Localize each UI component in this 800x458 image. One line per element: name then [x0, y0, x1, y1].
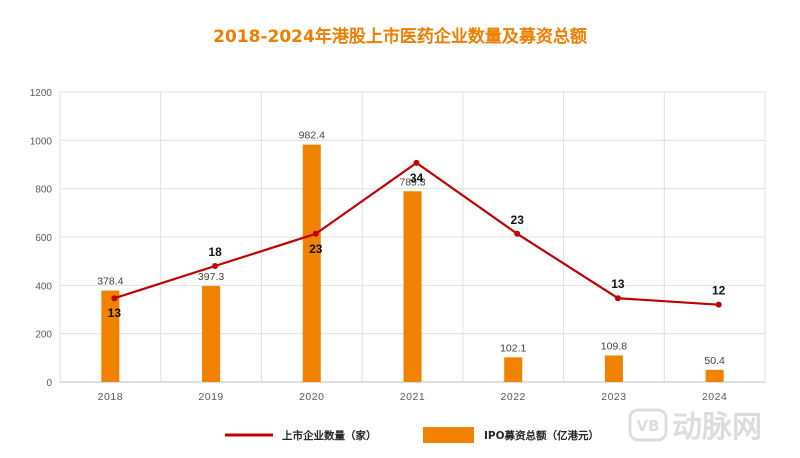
legend-item-bar[interactable]: IPO募资总额（亿港元）: [423, 427, 599, 443]
bar-value-label: 397.3: [198, 271, 224, 283]
line-value-label: 23: [309, 242, 323, 256]
x-tick-label: 2019: [198, 391, 223, 403]
bar: [504, 357, 523, 382]
line-point: [514, 230, 521, 237]
line-value-label: 18: [208, 245, 222, 259]
bar-value-label: 982.4: [299, 130, 325, 142]
y-tick-label: 800: [35, 185, 52, 196]
gridlines: [59, 91, 766, 382]
watermark-text: 动脉网: [672, 410, 762, 445]
y-axis: 0 200 400 600 800 1000 1200: [30, 88, 53, 389]
x-tick-label: 2022: [501, 391, 526, 403]
bar: [604, 355, 623, 382]
watermark-badge: VB: [636, 417, 659, 435]
y-tick-label: 200: [35, 330, 52, 341]
line-point: [212, 263, 219, 269]
bar-value-label: 102.1: [500, 342, 526, 354]
bar: [403, 191, 422, 382]
line-point: [614, 295, 621, 302]
bar: [202, 285, 221, 382]
x-axis: 2018 2019 2020 2021 2022 2023 2024: [60, 381, 765, 403]
bar: [705, 369, 724, 382]
bar-series: [101, 144, 724, 382]
x-tick-label: 2020: [299, 391, 324, 403]
y-tick-label: 1000: [30, 136, 53, 147]
bar-value-label: 789.3: [399, 176, 425, 188]
x-tick-label: 2023: [601, 391, 626, 403]
x-tick-label: 2018: [98, 391, 123, 403]
y-tick-label: 400: [35, 281, 52, 292]
x-tick-label: 2021: [400, 391, 425, 403]
bar-value-label: 50.4: [704, 355, 725, 367]
line-value-label: 12: [712, 284, 726, 298]
y-tick-label: 0: [46, 378, 52, 389]
line-point: [413, 159, 420, 166]
line-value-label: 23: [511, 213, 525, 227]
watermark-logo-icon: [628, 408, 668, 442]
bar: [101, 290, 120, 382]
line-point: [715, 301, 722, 308]
y-tick-label: 1200: [30, 88, 53, 99]
bar-value-label: 378.4: [97, 276, 123, 288]
legend-line-label: 上市企业数量（家）: [282, 429, 377, 442]
watermark: VB 动脉网: [628, 408, 762, 445]
bar: [302, 144, 321, 382]
y-tick-label: 600: [35, 233, 52, 244]
legend-item-line[interactable]: 上市企业数量（家）: [225, 429, 377, 442]
line-value-label: 13: [108, 306, 122, 320]
legend-bar-label: IPO募资总额（亿港元）: [484, 429, 599, 442]
legend[interactable]: 上市企业数量（家） IPO募资总额（亿港元）: [225, 427, 599, 443]
line-series: [111, 159, 722, 308]
chart-title: 2018-2024年港股上市医药企业数量及募资总额: [213, 26, 587, 47]
line-point: [111, 295, 118, 302]
line-point: [312, 230, 319, 237]
line-value-label: 13: [611, 277, 625, 291]
line-value-label: 34: [410, 171, 424, 185]
data-labels: 378.4 397.3 982.4 789.3 102.1 109.8 50.4 13 18 23…: [97, 130, 725, 367]
legend-bar-swatch: [423, 427, 474, 443]
bar-value-label: 109.8: [601, 340, 627, 352]
x-tick-label: 2024: [702, 391, 727, 403]
